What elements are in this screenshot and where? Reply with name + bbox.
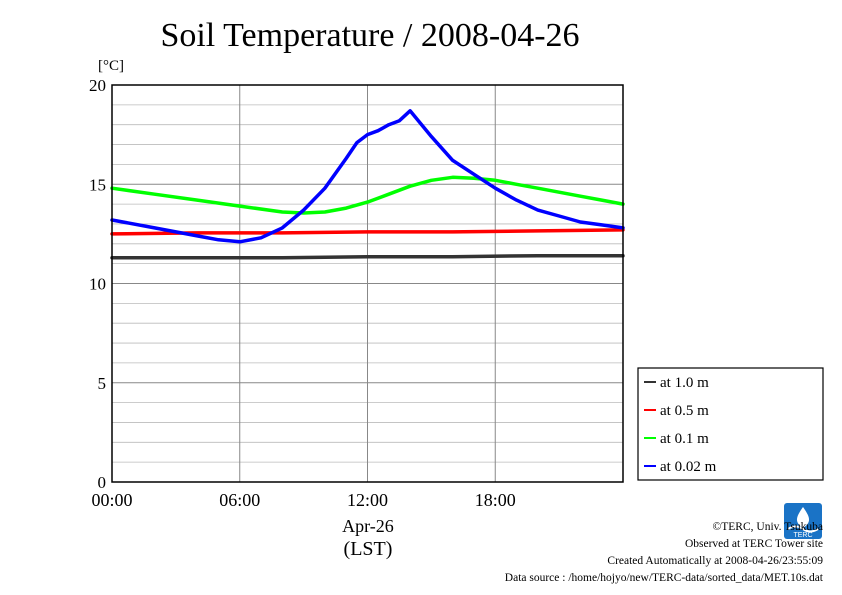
y-tick-label: 0: [98, 473, 107, 492]
y-tick-label: 20: [89, 76, 106, 95]
legend-box: [637, 367, 824, 481]
x-axis-date-label: Apr-26: [342, 516, 394, 536]
legend: at 1.0 m at 0.5 m at 0.1 m at 0.02 m: [637, 367, 824, 481]
x-tick-label: 12:00: [347, 490, 388, 510]
x-tick-label: 06:00: [219, 490, 260, 510]
y-tick-label: 5: [98, 374, 107, 393]
x-tick-labels: 00:00 06:00 12:00 18:00: [91, 490, 515, 510]
legend-label: at 1.0 m: [660, 375, 709, 391]
logo-text: TERC: [793, 532, 812, 539]
x-tick-label: 18:00: [475, 490, 516, 510]
y-tick-labels: 0 5 10 15 20: [89, 76, 106, 492]
legend-label: at 0.1 m: [660, 431, 709, 447]
y-tick-label: 15: [89, 175, 106, 194]
terc-logo: TERC: [784, 503, 822, 539]
series-line-3: [110, 109, 625, 244]
credit-data-source: Data source : /home/hojyo/new/TERC-data/…: [504, 572, 823, 584]
series-line-2: [110, 175, 625, 215]
x-tick-label: 00:00: [91, 490, 132, 510]
chart-title: Soil Temperature / 2008-04-26: [160, 17, 579, 54]
series-lines: [110, 109, 625, 260]
credit-copyright: ©TERC, Univ. Tsukuba: [712, 521, 823, 533]
y-tick-label: 10: [89, 275, 106, 294]
series-line-1: [110, 228, 625, 236]
grid-lines: [112, 85, 623, 482]
y-axis-unit-label: [°C]: [98, 58, 124, 74]
legend-label: at 0.5 m: [660, 403, 709, 419]
credit-created: Created Automatically at 2008-04-26/23:5…: [607, 555, 823, 567]
x-axis-unit-label: (LST): [344, 538, 393, 560]
credit-observed: Observed at TERC Tower site: [684, 538, 823, 550]
legend-label: at 0.02 m: [660, 459, 717, 475]
plot-frame: [111, 84, 624, 483]
series-line-0: [110, 253, 625, 260]
